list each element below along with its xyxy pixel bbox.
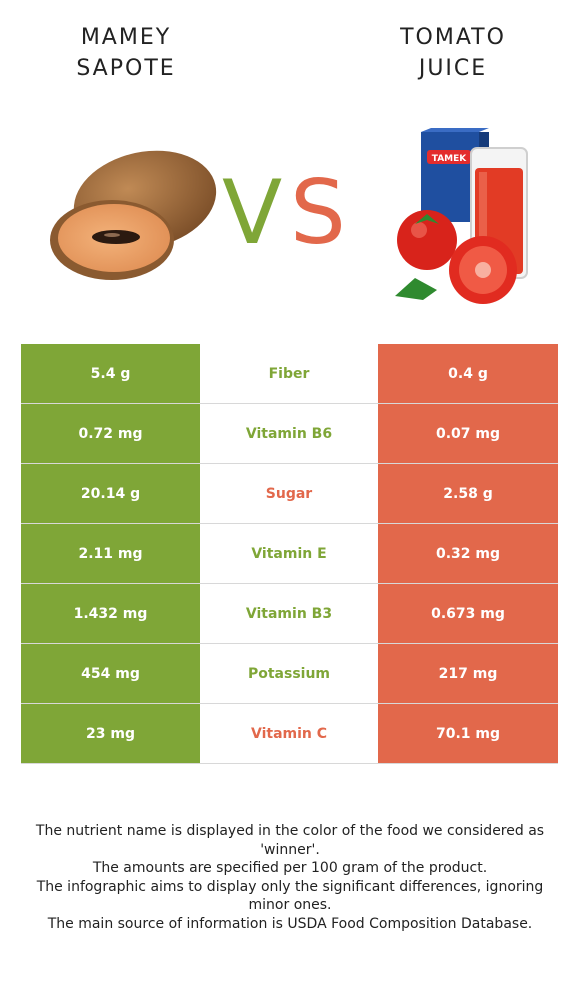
nutrient-name: Fiber bbox=[200, 344, 378, 404]
nutrient-name: Vitamin E bbox=[200, 523, 378, 584]
nutrient-name: Vitamin B3 bbox=[200, 583, 378, 644]
right-value: 0.07 mg bbox=[378, 403, 558, 464]
left-value: 1.432 mg bbox=[21, 583, 200, 644]
table-row: 23 mg Vitamin C 70.1 mg bbox=[21, 703, 558, 764]
vs-v: V bbox=[222, 161, 283, 264]
vs-label: V S bbox=[222, 168, 352, 258]
left-value: 20.14 g bbox=[21, 463, 200, 524]
mamey-sapote-image bbox=[50, 150, 217, 280]
table-row: 5.4 g Fiber 0.4 g bbox=[21, 344, 558, 404]
table-row: 20.14 g Sugar 2.58 g bbox=[21, 463, 558, 524]
right-food-title: TOMATO JUICE bbox=[400, 25, 506, 81]
nutrient-comparison-table: 5.4 g Fiber 0.4 g 0.72 mg Vitamin B6 0.07 mg 2… bbox=[21, 344, 558, 764]
right-value: 70.1 mg bbox=[378, 703, 558, 764]
left-value: 454 mg bbox=[21, 643, 200, 704]
table-row: 454 mg Potassium 217 mg bbox=[21, 643, 558, 704]
left-value: 2.11 mg bbox=[21, 523, 200, 584]
note-source: The main source of information is USDA F… bbox=[47, 915, 533, 932]
note-winner: The nutrient name is displayed in the co… bbox=[35, 823, 545, 858]
left-value: 5.4 g bbox=[21, 344, 200, 404]
right-value: 2.58 g bbox=[378, 463, 558, 524]
package-brand: TAMEK bbox=[432, 154, 468, 164]
vs-s: S bbox=[290, 161, 346, 264]
right-value: 0.4 g bbox=[378, 344, 558, 404]
right-value: 0.32 mg bbox=[378, 523, 558, 584]
table-row: 2.11 mg Vitamin E 0.32 mg bbox=[21, 523, 558, 584]
nutrient-name: Vitamin B6 bbox=[200, 403, 378, 464]
note-differences: The infographic aims to display only the… bbox=[36, 878, 544, 914]
left-value: 23 mg bbox=[21, 703, 200, 764]
nutrient-name: Potassium bbox=[200, 643, 378, 704]
right-value: 0.673 mg bbox=[378, 583, 558, 644]
right-value: 217 mg bbox=[378, 643, 558, 704]
left-food-title: MAMEY SAPOTE bbox=[76, 25, 176, 81]
nutrient-name: Sugar bbox=[200, 463, 378, 524]
table-row: 0.72 mg Vitamin B6 0.07 mg bbox=[21, 403, 558, 464]
nutrient-name: Vitamin C bbox=[200, 703, 378, 764]
table-row: 1.432 mg Vitamin B3 0.673 mg bbox=[21, 583, 558, 644]
tomato-juice-image: TAMEK bbox=[395, 128, 528, 304]
note-amounts: The amounts are specified per 100 gram o… bbox=[92, 860, 488, 876]
footnotes: The nutrient name is displayed in the co… bbox=[30, 822, 550, 933]
left-value: 0.72 mg bbox=[21, 403, 200, 464]
